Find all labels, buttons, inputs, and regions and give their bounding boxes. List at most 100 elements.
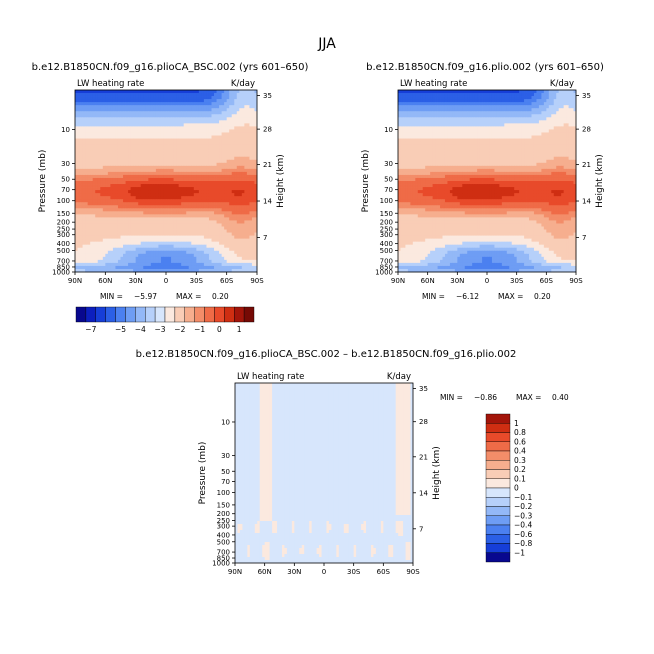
contour-cell — [214, 99, 217, 103]
contour-cell — [181, 93, 185, 97]
contour-cell — [188, 184, 192, 188]
contour-cell — [489, 102, 493, 106]
contour-cell — [430, 102, 434, 106]
contour-cell — [402, 99, 406, 103]
contour-cell — [474, 96, 478, 100]
contour-cell — [254, 138, 258, 142]
contour-cell — [251, 232, 255, 236]
contour-cell — [521, 90, 525, 94]
contour-cell — [499, 96, 503, 100]
contour-cell — [221, 153, 225, 158]
contour-cell — [150, 156, 154, 161]
contour-cell — [128, 220, 132, 224]
contour-cell — [110, 150, 114, 155]
contour-cell — [105, 232, 109, 236]
contour-cell — [241, 235, 245, 240]
contour-cell — [251, 114, 255, 118]
contour-cell — [160, 259, 164, 264]
contour-cell — [173, 193, 177, 197]
contour-cell — [203, 259, 207, 264]
contour-cell — [128, 244, 132, 249]
contour-cell — [171, 117, 174, 121]
contour-cell — [244, 165, 248, 170]
contour-cell — [196, 184, 200, 188]
contour-cell — [188, 232, 192, 236]
contour-cell — [226, 205, 230, 209]
contour-cell — [143, 196, 147, 200]
contour-cell — [105, 114, 109, 118]
contour-cell — [97, 262, 101, 267]
contour-cell — [125, 165, 129, 170]
contour-cell — [176, 123, 180, 127]
contour-cell — [128, 168, 132, 173]
contour-cell — [135, 99, 139, 103]
contour-cell — [160, 190, 164, 194]
contour-cell — [110, 268, 114, 273]
contour-cell — [128, 229, 132, 233]
contour-cell — [208, 220, 212, 224]
contour-cell — [188, 174, 192, 179]
contour-cell — [87, 102, 91, 106]
contour-cell — [183, 202, 187, 206]
contour-cell — [198, 117, 202, 121]
contour-cell — [229, 184, 233, 188]
contour-cell — [553, 105, 557, 109]
contour-cell — [487, 108, 490, 112]
contour-cell — [432, 114, 436, 118]
contour-cell — [474, 99, 478, 103]
contour-cell — [168, 223, 172, 227]
contour-cell — [244, 256, 248, 261]
contour-cell — [163, 93, 167, 97]
contour-cell — [166, 220, 169, 224]
contour-cell — [107, 96, 111, 100]
contour-cell — [150, 114, 154, 118]
contour-cell — [191, 181, 195, 185]
contour-cell — [123, 132, 126, 136]
contour-cell — [117, 265, 121, 270]
contour-cell — [150, 220, 154, 224]
contour-cell — [148, 211, 152, 215]
contour-cell — [87, 217, 91, 221]
contour-cell — [158, 211, 162, 215]
contour-cell — [412, 108, 416, 112]
contour-cell — [102, 268, 106, 273]
contour-cell — [226, 141, 230, 145]
contour-cell — [188, 226, 192, 230]
contour-cell — [123, 196, 126, 200]
contour-cell — [160, 262, 164, 267]
contour-cell — [173, 262, 177, 267]
contour-cell — [183, 96, 187, 100]
contour-cell — [77, 111, 81, 115]
contour-cell — [191, 223, 195, 227]
contour-cell — [158, 132, 162, 136]
contour-cell — [489, 90, 493, 94]
contour-cell — [140, 150, 144, 155]
contour-cell — [188, 120, 192, 124]
contour-cell — [226, 108, 230, 112]
contour-cell — [244, 120, 248, 124]
contour-cell — [107, 187, 111, 191]
contour-cell — [191, 268, 195, 273]
contour-cell — [489, 108, 493, 112]
contour-cell — [102, 181, 106, 185]
contour-cell — [229, 129, 233, 133]
contour-cell — [181, 159, 185, 164]
contour-cell — [125, 168, 129, 173]
contour-cell — [112, 244, 116, 249]
contour-cell — [102, 202, 106, 206]
contour-cell — [112, 132, 116, 136]
contour-cell — [427, 105, 431, 109]
contour-cell — [193, 196, 197, 200]
contour-cell — [112, 99, 116, 103]
contour-cell — [82, 102, 86, 106]
contour-cell — [163, 256, 167, 261]
contour-cell — [519, 102, 523, 106]
contour-cell — [447, 108, 451, 112]
contour-cell — [166, 129, 169, 133]
contour-cell — [186, 214, 190, 218]
contour-cell — [102, 162, 106, 167]
contour-cell — [97, 226, 101, 230]
contour-cell — [191, 129, 195, 133]
contour-cell — [117, 177, 121, 182]
contour-cell — [249, 120, 253, 124]
